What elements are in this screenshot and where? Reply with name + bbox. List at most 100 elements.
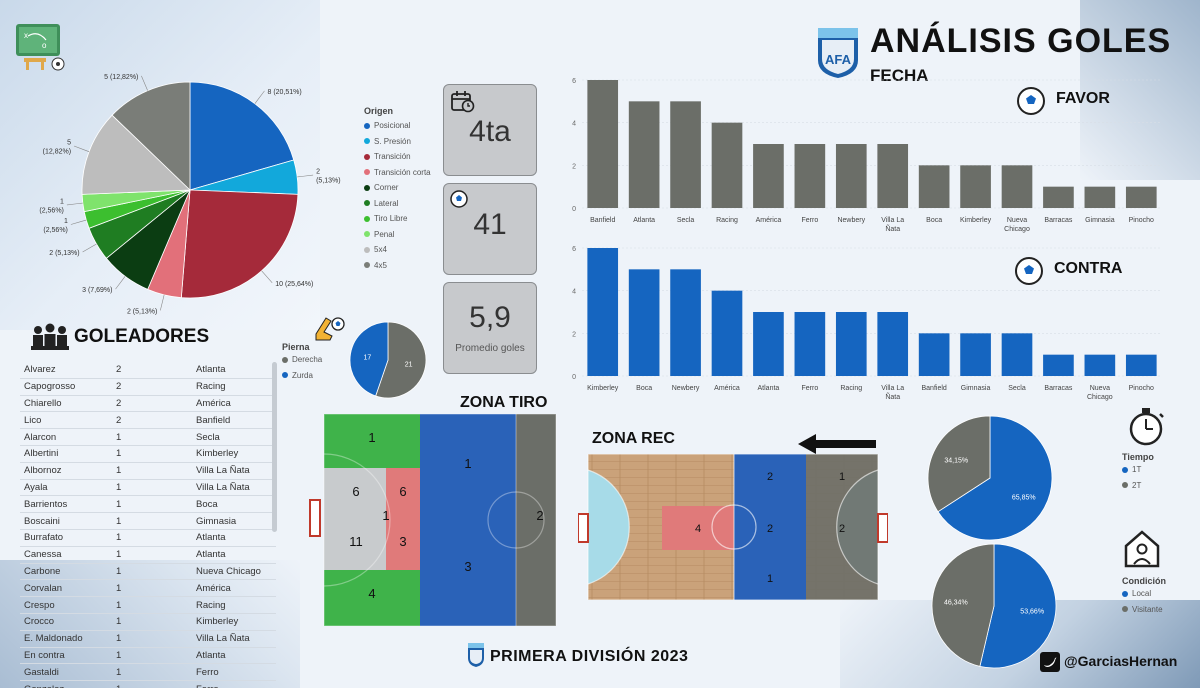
zona-tiro-value-left-bottom: 4 xyxy=(368,586,375,601)
contra-bar-pinocho[interactable] xyxy=(1125,354,1157,376)
origen-legend-item-penal[interactable]: Penal xyxy=(364,227,444,243)
favor-bar-barracas[interactable] xyxy=(1043,186,1074,208)
twitter-handle-link[interactable]: @GarciasHernan xyxy=(1040,650,1190,674)
scorers-scrollbar[interactable] xyxy=(272,362,277,532)
favor-bar-boca[interactable] xyxy=(918,165,950,208)
legend-color-dot xyxy=(364,184,370,191)
table-row[interactable]: Gastaldi 1 Ferro xyxy=(20,664,276,682)
contra-xtick-label: Nueva Chicago xyxy=(1087,385,1113,401)
table-row[interactable]: Burrafato 1 Atlanta xyxy=(20,530,276,547)
kpi-promedio-value: 5,9 xyxy=(469,301,511,334)
pierna-legend-item-derecha[interactable]: Derecha xyxy=(282,352,322,368)
condicion-legend-item-visitante[interactable]: Visitante xyxy=(1122,602,1166,618)
origen-label-s-presion: 2 (5,13%) xyxy=(316,169,341,185)
scorer-goals: 1 xyxy=(116,684,196,688)
table-row[interactable]: Crespo 1 Racing xyxy=(20,597,276,614)
table-row[interactable]: Capogrosso 2 Racing xyxy=(20,379,276,396)
contra-xtick-label: Atlanta xyxy=(758,385,780,392)
tiempo-legend-item-1t[interactable]: 1T xyxy=(1122,462,1154,478)
table-row[interactable]: Corvalan 1 América xyxy=(20,580,276,598)
table-row[interactable]: Alarcon 1 Secla xyxy=(20,429,276,446)
scorer-name: Gonzalez xyxy=(20,684,116,688)
favor-bar-ferro[interactable] xyxy=(794,144,826,208)
zona-tiro-value-left-low-a: 11 xyxy=(349,534,363,549)
table-row[interactable]: Barrientos 1 Boca xyxy=(20,496,276,514)
table-row[interactable]: En contra 1 Atlanta xyxy=(20,648,276,665)
table-row[interactable]: Ayala 1 Villa La Ñata xyxy=(20,480,276,497)
scorer-team: Atlanta xyxy=(196,364,226,376)
contra-title: CONTRA xyxy=(1054,260,1123,277)
favor-bar-kimberley[interactable] xyxy=(960,165,991,208)
origen-legend-item-transicion[interactable]: Transición xyxy=(364,149,444,165)
contra-bar-nueva-chicago[interactable] xyxy=(1084,354,1116,376)
origen-legend-item-corner[interactable]: Corner xyxy=(364,180,444,196)
origen-legend-item-posicional[interactable]: Posicional xyxy=(364,118,444,134)
zona-rec-value-right-mid: 2 xyxy=(839,523,845,535)
favor-bar-america[interactable] xyxy=(753,144,784,208)
contra-ytick-label: 6 xyxy=(572,246,576,253)
contra-bar-ferro[interactable] xyxy=(794,312,826,376)
favor-bar-villa-la-nata[interactable] xyxy=(877,144,909,208)
table-row[interactable]: Chiarello 2 América xyxy=(20,396,276,413)
contra-bar-atlanta[interactable] xyxy=(753,312,784,376)
favor-bar-gimnasia[interactable] xyxy=(1084,186,1116,208)
contra-bar-newbery[interactable] xyxy=(670,269,701,376)
origen-legend-item-transicion-corta[interactable]: Transición corta xyxy=(364,165,444,181)
table-row[interactable]: Gonzalez1Ferro xyxy=(20,681,276,688)
pierna-legend: Pierna Derecha Zurda xyxy=(282,342,322,383)
origen-slice-transicion xyxy=(180,189,299,299)
origen-pie-chart: 8 (20,51%) 2 (5,13%) 10 (25,64%) 2 (5,13%) 3 … xyxy=(39,74,341,315)
table-row[interactable]: E. Maldonado 1 Villa La Ñata xyxy=(20,631,276,648)
contra-bar-gimnasia[interactable] xyxy=(960,333,991,376)
contra-bar-racing[interactable] xyxy=(835,312,867,376)
origen-legend-item-tiro-libre[interactable]: Tiro Libre xyxy=(364,211,444,227)
contra-bar-kimberley[interactable] xyxy=(587,248,619,376)
scorer-team: Villa La Ñata xyxy=(196,481,250,493)
contra-bar-america[interactable] xyxy=(711,290,743,376)
svg-text:o: o xyxy=(42,41,47,50)
contra-bar-boca[interactable] xyxy=(628,269,660,376)
favor-xtick-label: Barracas xyxy=(1044,217,1073,224)
table-row[interactable]: Canessa 1 Atlanta xyxy=(20,547,276,564)
scorer-name: Albertini xyxy=(24,448,59,460)
origen-legend-item-lateral[interactable]: Lateral xyxy=(364,196,444,212)
legend-label: Posicional xyxy=(374,121,411,131)
table-row[interactable]: Albertini 1 Kimberley xyxy=(20,446,276,463)
origen-legend-item-s-presion[interactable]: S. Presión xyxy=(364,134,444,150)
favor-bar-secla[interactable] xyxy=(670,101,701,208)
favor-bar-nueva-chicago[interactable] xyxy=(1001,165,1033,208)
pierna-legend-item-zurda[interactable]: Zurda xyxy=(282,368,322,384)
legend-color-dot xyxy=(364,200,370,207)
scorers-table[interactable]: Alvarez 2 Atlanta Capogrosso 2 Racing Chiarell… xyxy=(20,362,276,688)
table-row[interactable]: Boscaini 1 Gimnasia xyxy=(20,513,276,530)
table-row[interactable]: Alvarez 2 Atlanta xyxy=(20,362,276,379)
table-row[interactable]: Carbone 1 Nueva Chicago xyxy=(20,564,276,581)
table-row[interactable]: Crocco 1 Kimberley xyxy=(20,614,276,631)
contra-bar-villa-la-nata[interactable] xyxy=(877,312,909,376)
condicion-label-visitante: 46,34% xyxy=(944,600,968,607)
zona-tiro-value-left-mid-b: 6 xyxy=(399,484,406,499)
tiempo-legend-item-2t[interactable]: 2T xyxy=(1122,478,1154,494)
footer-title: PRIMERA DIVISIÓN 2023 xyxy=(490,648,689,665)
favor-bar-banfield[interactable] xyxy=(587,80,619,208)
contra-bar-barracas[interactable] xyxy=(1043,354,1074,376)
twitter-handle-text: @GarciasHernan xyxy=(1064,653,1178,669)
contra-bar-secla[interactable] xyxy=(1001,333,1033,376)
favor-bar-newbery[interactable] xyxy=(835,144,867,208)
condicion-legend-item-local[interactable]: Local xyxy=(1122,586,1166,602)
condicion-label-local: 53,66% xyxy=(1020,608,1044,615)
scorer-team: Secla xyxy=(196,431,220,443)
contra-bar-banfield[interactable] xyxy=(918,333,950,376)
zona-tiro-value-left-center: 1 xyxy=(382,508,389,523)
favor-bar-atlanta[interactable] xyxy=(628,101,660,208)
origen-legend-item-5x4[interactable]: 5x4 xyxy=(364,242,444,258)
favor-xtick-label: América xyxy=(756,217,782,224)
table-row[interactable]: Lico 2 Banfield xyxy=(20,412,276,430)
table-row[interactable]: Albornoz 1 Villa La Ñata xyxy=(20,463,276,480)
origen-legend-item-4x5[interactable]: 4x5 xyxy=(364,258,444,274)
favor-bar-racing[interactable] xyxy=(711,122,743,208)
favor-bar-pinocho[interactable] xyxy=(1125,186,1157,208)
origen-label-corner: 3 (7,69%) xyxy=(82,287,112,294)
scorer-goals: 2 xyxy=(116,414,122,426)
favor-xtick-label: Banfield xyxy=(590,217,615,224)
